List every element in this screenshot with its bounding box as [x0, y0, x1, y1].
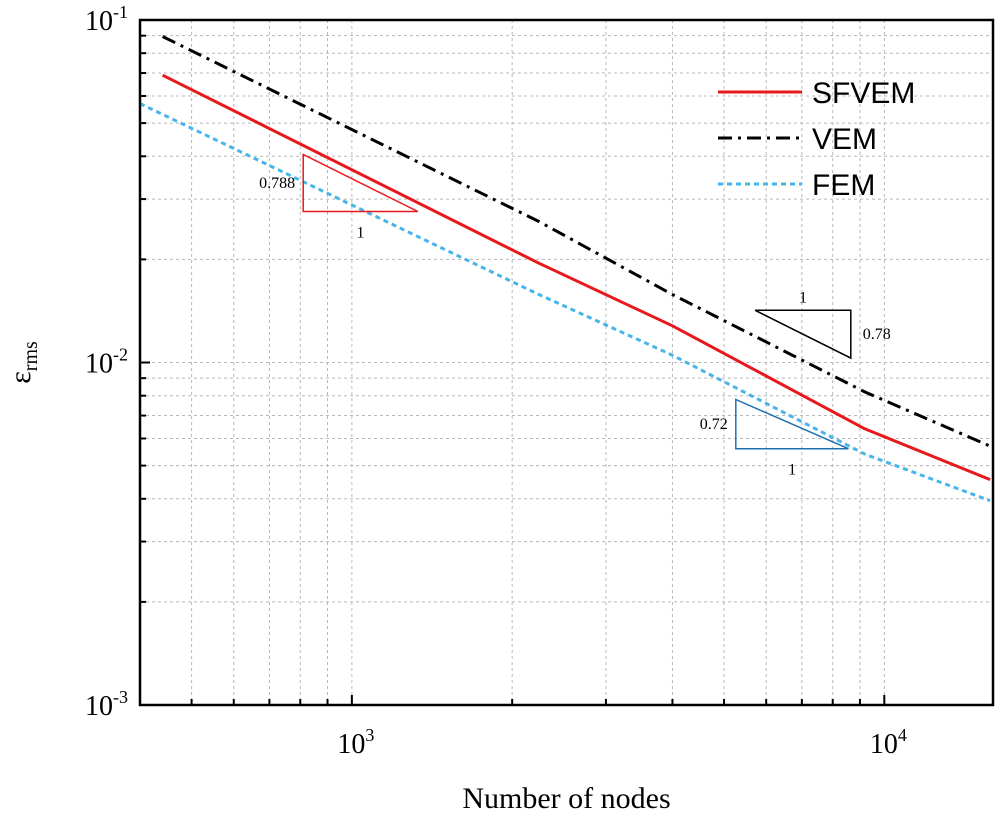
y-tick-label: 10-3	[85, 687, 128, 722]
legend: SFVEM VEM FEM	[718, 77, 915, 202]
slope-label-vem: 0.78	[863, 326, 891, 343]
x-axis-label: Number of nodes	[462, 782, 670, 814]
slope-label-fem: 0.72	[700, 416, 728, 433]
y-axis-label-base: ε	[4, 371, 37, 384]
x-tick-label: 104	[870, 725, 907, 760]
slope-label-sfvem: 0.788	[259, 175, 295, 192]
y-tick-label: 10-2	[85, 345, 128, 380]
x-tick-label: 103	[337, 725, 374, 760]
y-axis-label: εrms	[4, 341, 42, 384]
slope-triangle-vem	[754, 309, 852, 360]
gridlines	[140, 20, 993, 705]
series-line-sfvem	[161, 73, 991, 481]
data-series	[139, 35, 991, 503]
slope-triangles: 0.788 1 0.78 1 0.72 1	[259, 153, 891, 479]
legend-label-vem: VEM	[812, 123, 877, 156]
series-line-vem	[161, 35, 991, 448]
legend-label-fem: FEM	[812, 169, 875, 202]
run-label-vem: 1	[799, 289, 807, 306]
run-label-fem: 1	[788, 462, 796, 479]
slope-triangle-sfvem	[302, 153, 419, 213]
axis-ticks: 103 104 10-1 10-2 10-3	[85, 2, 907, 760]
y-axis-label-sub: rms	[20, 341, 42, 371]
series-line-fem	[139, 102, 991, 503]
y-tick-label: 10-1	[85, 2, 128, 37]
run-label-sfvem: 1	[356, 224, 364, 241]
slope-triangle-fem	[735, 398, 849, 450]
legend-label-sfvem: SFVEM	[812, 77, 915, 110]
